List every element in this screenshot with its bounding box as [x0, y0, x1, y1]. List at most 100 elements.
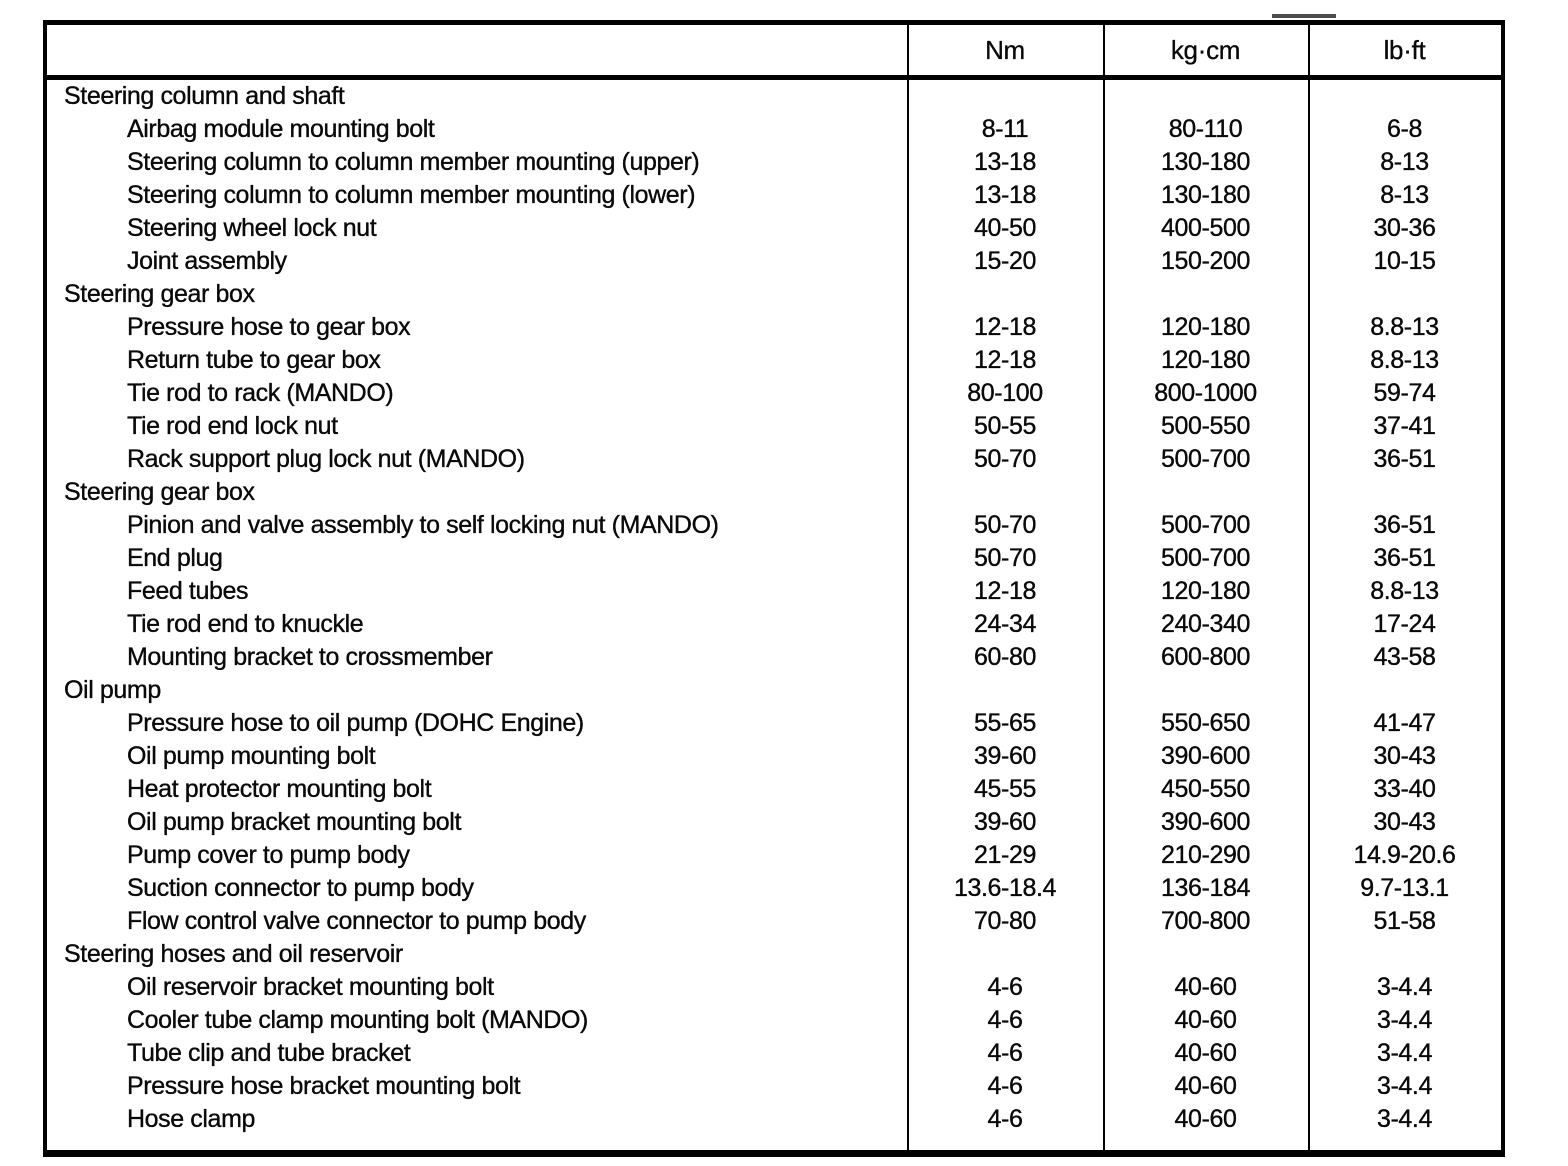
lbft-value: 43-58 — [1373, 643, 1436, 671]
table-row: End plug 50-70 500-700 36-51 — [47, 542, 1501, 575]
nm-value: 24-34 — [974, 610, 1037, 638]
kgcm-value: 120-180 — [1161, 313, 1251, 341]
header-nm-column: Nm — [985, 34, 1025, 65]
nm-value: 50-55 — [974, 412, 1037, 440]
table-header-row: Nm kg·cm lb·ft — [47, 25, 1501, 80]
item-label: Steering column to column member mountin… — [127, 148, 700, 176]
item-label: Flow control valve connector to pump bod… — [127, 907, 587, 935]
table-row: Pump cover to pump body 21-29 210-290 14.9-… — [47, 839, 1501, 872]
kgcm-value: 500-550 — [1161, 412, 1251, 440]
nm-value: 13-18 — [974, 148, 1037, 176]
column-divider — [1308, 25, 1310, 1150]
item-label: Rack support plug lock nut (MANDO) — [127, 445, 525, 473]
kgcm-value: 390-600 — [1161, 742, 1251, 770]
kgcm-value: 80-110 — [1168, 115, 1243, 143]
kgcm-value: 500-700 — [1161, 544, 1251, 572]
nm-value: 4-6 — [987, 973, 1023, 1001]
item-label: End plug — [127, 544, 223, 572]
table-row: Airbag module mounting bolt 8-11 80-110 6-8 — [47, 113, 1501, 146]
item-label: Pressure hose bracket mounting bolt — [127, 1072, 521, 1100]
table-row: Cooler tube clamp mounting bolt (MANDO) 4… — [47, 1004, 1501, 1037]
nm-value: 39-60 — [974, 742, 1037, 770]
kgcm-value: 136-184 — [1161, 874, 1251, 902]
kgcm-value: 500-700 — [1161, 445, 1251, 473]
item-label: Steering column to column member mountin… — [127, 181, 696, 209]
section-title: Steering gear box — [64, 280, 255, 308]
table-row: Pressure hose to oil pump (DOHC Engine) 5… — [47, 707, 1501, 740]
item-label: Feed tubes — [127, 577, 249, 605]
table-row: Feed tubes 12-18 120-180 8.8-13 — [47, 575, 1501, 608]
item-label: Heat protector mounting bolt — [127, 775, 432, 803]
item-label: Tie rod to rack (MANDO) — [127, 379, 394, 407]
nm-value: 4-6 — [987, 1006, 1023, 1034]
lbft-value: 8.8-13 — [1370, 577, 1439, 605]
lbft-value: 30-43 — [1373, 808, 1436, 836]
table-row: Oil pump bracket mounting bolt 39-60 390-6… — [47, 806, 1501, 839]
kgcm-value: 700-800 — [1161, 907, 1251, 935]
lbft-value: 3-4.4 — [1377, 1006, 1433, 1034]
kgcm-value: 40-60 — [1174, 1006, 1237, 1034]
kgcm-value: 450-550 — [1161, 775, 1251, 803]
section-header-row: Steering gear box — [47, 278, 1501, 311]
nm-value: 45-55 — [974, 775, 1037, 803]
torque-spec-table: Nm kg·cm lb·ft Steering column and shaft… — [43, 20, 1505, 1157]
lbft-value: 10-15 — [1373, 247, 1436, 275]
kgcm-value: 550-650 — [1161, 709, 1251, 737]
lbft-value: 3-4.4 — [1377, 973, 1433, 1001]
kgcm-value: 240-340 — [1161, 610, 1251, 638]
kgcm-value: 40-60 — [1174, 1072, 1237, 1100]
section-title: Steering gear box — [64, 478, 255, 506]
kgcm-value: 600-800 — [1161, 643, 1251, 671]
item-label: Pressure hose to gear box — [127, 313, 411, 341]
nm-value: 70-80 — [974, 907, 1037, 935]
item-label: Tie rod end lock nut — [127, 412, 338, 440]
nm-value: 50-70 — [974, 511, 1037, 539]
nm-value: 60-80 — [974, 643, 1037, 671]
kgcm-value: 130-180 — [1161, 181, 1251, 209]
table-row: Hose clamp 4-6 40-60 3-4.4 — [47, 1103, 1501, 1136]
table-row: Steering column to column member mountin… — [47, 146, 1501, 179]
scan-artifact — [1272, 14, 1336, 18]
lbft-value: 6-8 — [1387, 115, 1423, 143]
kgcm-value: 150-200 — [1161, 247, 1251, 275]
section-header-row: Steering gear box — [47, 476, 1501, 509]
nm-value: 4-6 — [987, 1039, 1023, 1067]
lbft-value: 8-13 — [1380, 148, 1429, 176]
column-divider — [1103, 25, 1105, 1150]
nm-value: 55-65 — [974, 709, 1037, 737]
kgcm-value: 40-60 — [1174, 973, 1237, 1001]
table-row: Return tube to gear box 12-18 120-180 8.8-1… — [47, 344, 1501, 377]
nm-value: 40-50 — [974, 214, 1037, 242]
lbft-value: 3-4.4 — [1377, 1072, 1433, 1100]
item-label: Cooler tube clamp mounting bolt (MANDO) — [127, 1006, 589, 1034]
item-label: Oil reservoir bracket mounting bolt — [127, 973, 494, 1001]
nm-value: 8-11 — [981, 115, 1029, 143]
table-bottom-spacer — [47, 1136, 1501, 1150]
kgcm-value: 40-60 — [1174, 1105, 1237, 1133]
item-label: Return tube to gear box — [127, 346, 381, 374]
section-header-row: Steering column and shaft — [47, 80, 1501, 113]
table-row: Pressure hose to gear box 12-18 120-180 8.8… — [47, 311, 1501, 344]
lbft-value: 37-41 — [1373, 412, 1436, 440]
table-row: Tie rod end to knuckle 24-34 240-340 17-24 — [47, 608, 1501, 641]
lbft-value: 36-51 — [1373, 544, 1436, 572]
item-label: Airbag module mounting bolt — [127, 115, 435, 143]
item-label: Mounting bracket to crossmember — [127, 643, 493, 671]
lbft-value: 59-74 — [1373, 379, 1436, 407]
item-label: Tie rod end to knuckle — [127, 610, 364, 638]
lbft-value: 8-13 — [1380, 181, 1429, 209]
lbft-value: 14.9-20.6 — [1353, 841, 1456, 869]
table-row: Pinion and valve assembly to self lockin… — [47, 509, 1501, 542]
kgcm-value: 400-500 — [1161, 214, 1251, 242]
kgcm-value: 120-180 — [1161, 346, 1251, 374]
nm-value: 15-20 — [974, 247, 1037, 275]
table-row: Steering column to column member mountin… — [47, 179, 1501, 212]
kgcm-value: 130-180 — [1161, 148, 1251, 176]
lbft-value: 36-51 — [1373, 445, 1436, 473]
section-header-row: Oil pump — [47, 674, 1501, 707]
lbft-value: 3-4.4 — [1377, 1039, 1433, 1067]
table-row: Heat protector mounting bolt 45-55 450-550… — [47, 773, 1501, 806]
section-title: Oil pump — [64, 676, 162, 704]
lbft-value: 8.8-13 — [1370, 313, 1439, 341]
